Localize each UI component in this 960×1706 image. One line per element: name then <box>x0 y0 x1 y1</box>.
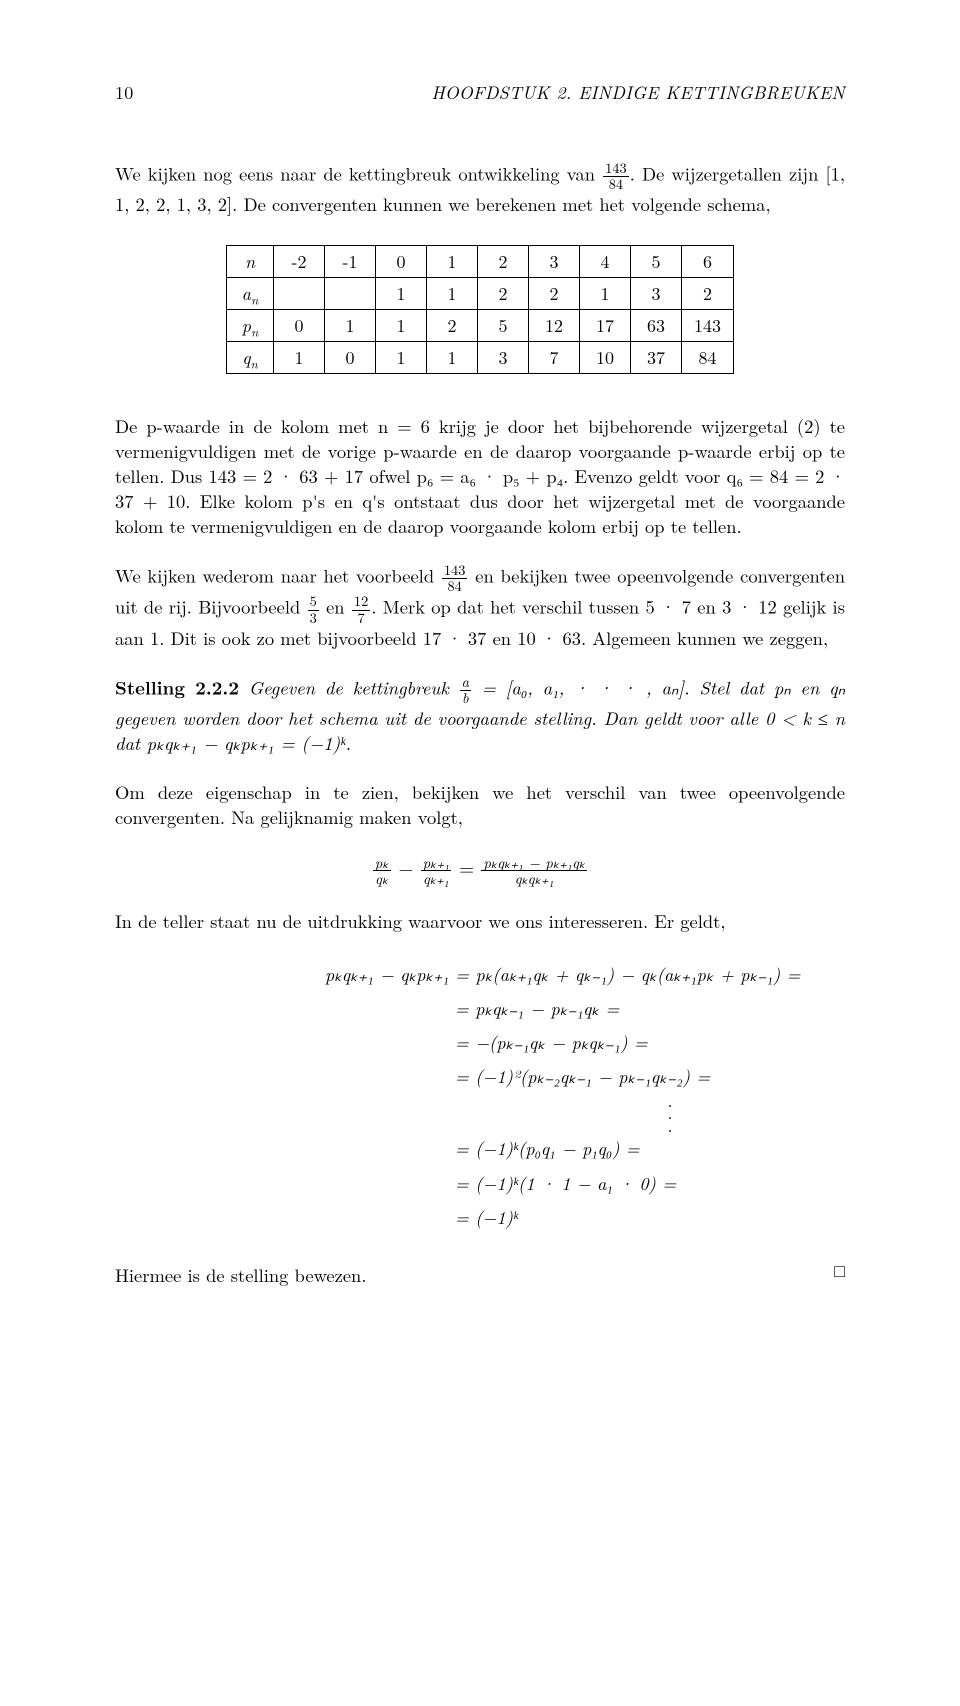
convergent-table: n -2-1 01 23 45 6 an 11 22 13 2 pn 01 12… <box>226 245 734 374</box>
derivation-line: = (−1)ᵏ(1 · 1 − a₁ · 0) = <box>455 1171 676 1196</box>
text-fragment: en <box>320 594 351 620</box>
fraction: 14384 <box>442 563 468 594</box>
derivation-line: = (−1)²(pₖ₋₂qₖ₋₁ − pₖ₋₁qₖ₋₂) = <box>455 1064 710 1089</box>
table-row: qn 10 11 37 1037 84 <box>227 342 734 374</box>
theorem-label: Stelling 2.2.2 <box>115 674 239 700</box>
page-number: 10 <box>115 80 133 105</box>
table-row: pn 01 12 512 1763 143 <box>227 310 734 342</box>
paragraph-proof-intro: Om deze eigenschap in te zien, bekijken … <box>115 780 845 830</box>
proof-closing: Hiermee is de stelling bewezen. <box>115 1263 845 1288</box>
table-row: n -2-1 01 23 45 6 <box>227 246 734 278</box>
fraction-143-84: 14384 <box>603 161 629 192</box>
derivation-line: = −(pₖ₋₁qₖ − pₖqₖ₋₁) = <box>455 1030 648 1055</box>
qed-icon: □ <box>834 1258 845 1283</box>
display-equation: pₖqₖ − pₖ₊₁qₖ₊₁ = pₖqₖ₊₁ − pₖ₊₁qₖqₖqₖ₊₁ <box>115 854 845 887</box>
derivation-line: = pₖqₖ₋₁ − pₖ₋₁qₖ = <box>455 996 619 1021</box>
paragraph-example: We kijken wederom naar het voorbeeld 143… <box>115 563 845 651</box>
text-fragment: Gegeven de kettingbreuk <box>239 674 459 700</box>
paragraph-numerator: In de teller staat nu de uitdrukking waa… <box>115 909 845 934</box>
paragraph-explanation: De p-waarde in de kolom met n = 6 krijg … <box>115 414 845 539</box>
text-fragment: We kijken wederom naar het voorbeeld <box>115 563 441 589</box>
table-row: an 11 22 13 2 <box>227 278 734 310</box>
page-header: 10 HOOFDSTUK 2. EINDIGE KETTINGBREUKEN <box>115 80 845 105</box>
text-fragment: We kijken nog eens naar de kettingbreuk … <box>115 161 602 187</box>
fraction: ab <box>460 675 471 706</box>
fraction: 127 <box>352 594 370 625</box>
paragraph-intro: We kijken nog eens naar de kettingbreuk … <box>115 161 845 217</box>
aligned-derivation: pₖqₖ₊₁ − qₖpₖ₊₁ = pₖ(aₖ₊₁qₖ + qₖ₋₁) − qₖ… <box>325 958 845 1235</box>
vdots-icon: ... <box>495 1095 845 1133</box>
fraction: 53 <box>308 594 319 625</box>
derivation-line: = (−1)ᵏ(p₀q₁ − p₁q₀) = <box>455 1136 640 1161</box>
derivation-line: = (−1)ᵏ <box>455 1205 518 1230</box>
theorem-statement: Stelling 2.2.2 Gegeven de kettingbreuk a… <box>115 675 845 756</box>
derivation-line: pₖqₖ₊₁ − qₖpₖ₊₁ = pₖ(aₖ₊₁qₖ + qₖ₋₁) − qₖ… <box>325 958 800 992</box>
chapter-heading: HOOFDSTUK 2. EINDIGE KETTINGBREUKEN <box>431 80 845 105</box>
